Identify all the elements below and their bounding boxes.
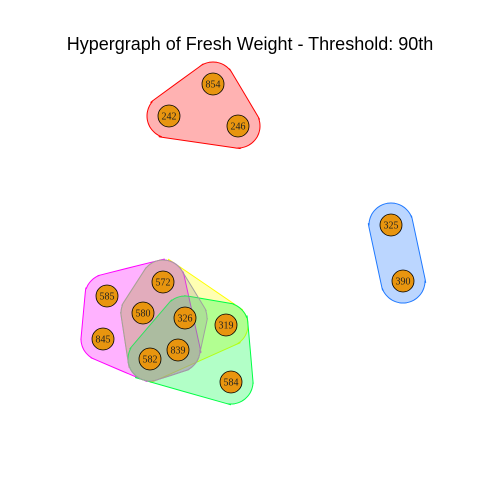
node-label: 325 (384, 221, 399, 232)
node-label: 326 (178, 314, 193, 325)
node-label: 582 (143, 355, 158, 366)
node-242: 242 (157, 104, 181, 128)
node-label: 246 (231, 122, 246, 133)
node-circle (166, 338, 190, 362)
node-585: 585 (95, 284, 119, 308)
node-circle (91, 327, 115, 351)
node-584: 584 (219, 370, 243, 394)
node-circle (157, 104, 181, 128)
node-854: 854 (201, 72, 225, 96)
node-326: 326 (173, 306, 197, 330)
node-layer: 854 242 246 325 390 572 585 580 326 319 845 582 839 5… (91, 72, 415, 394)
node-circle (173, 306, 197, 330)
node-circle (214, 313, 238, 337)
node-label: 584 (224, 378, 239, 389)
node-582: 582 (138, 347, 162, 371)
node-325: 325 (379, 213, 403, 237)
node-label: 839 (171, 346, 186, 357)
node-circle (151, 270, 175, 294)
node-label: 319 (219, 321, 234, 332)
node-label: 242 (162, 112, 177, 123)
node-label: 390 (396, 277, 411, 288)
node-circle (201, 72, 225, 96)
node-circle (226, 114, 250, 138)
node-572: 572 (151, 270, 175, 294)
node-246: 246 (226, 114, 250, 138)
node-label: 585 (100, 292, 115, 303)
node-label: 572 (156, 278, 171, 289)
node-label: 845 (96, 335, 111, 346)
node-390: 390 (391, 269, 415, 293)
node-circle (138, 347, 162, 371)
node-845: 845 (91, 327, 115, 351)
node-319: 319 (214, 313, 238, 337)
node-circle (95, 284, 119, 308)
node-circle (379, 213, 403, 237)
node-circle (391, 269, 415, 293)
node-label: 854 (206, 80, 221, 91)
node-580: 580 (131, 301, 155, 325)
chart-title: Hypergraph of Fresh Weight - Threshold: … (66, 34, 434, 54)
node-839: 839 (166, 338, 190, 362)
node-circle (131, 301, 155, 325)
hyperedge-layer (80, 61, 427, 406)
node-circle (219, 370, 243, 394)
node-label: 580 (136, 309, 151, 320)
